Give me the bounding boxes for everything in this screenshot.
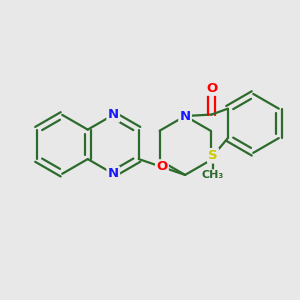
Text: N: N (108, 167, 119, 180)
Text: CH₃: CH₃ (202, 170, 224, 180)
Text: N: N (179, 110, 191, 122)
Text: S: S (208, 149, 218, 162)
Text: O: O (156, 160, 167, 173)
Text: O: O (206, 82, 217, 94)
Text: N: N (108, 108, 119, 122)
